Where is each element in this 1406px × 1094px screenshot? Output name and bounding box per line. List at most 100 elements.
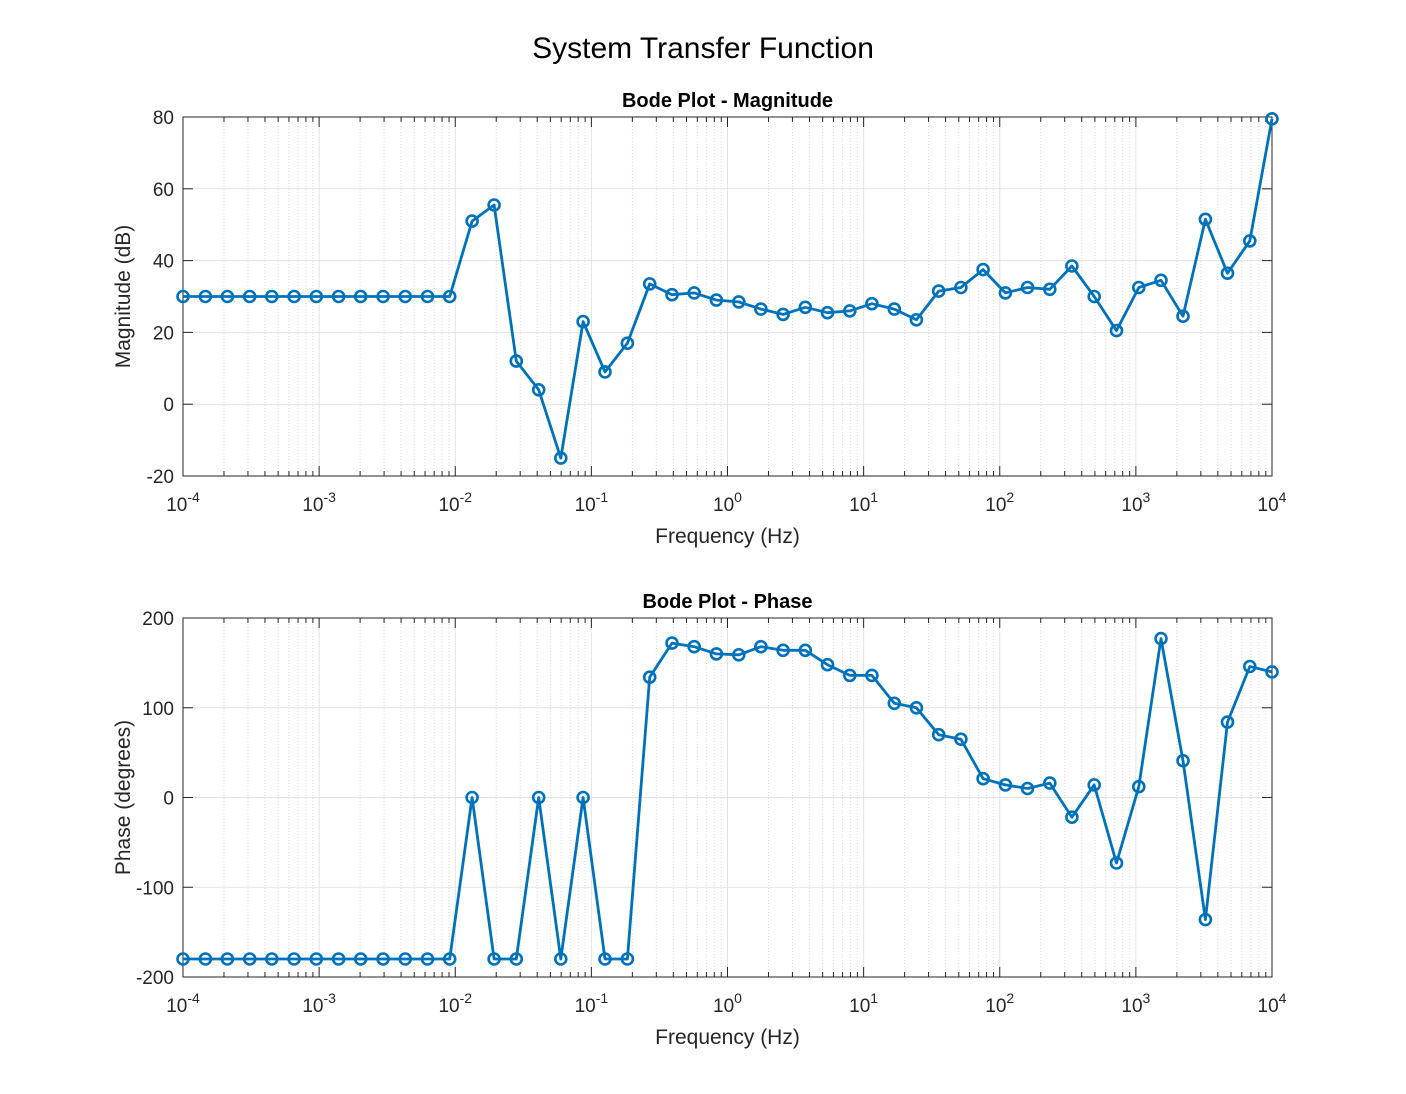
x-tick-label: 102: [985, 990, 1014, 1017]
data-point: [576, 314, 590, 329]
subplot-title: Bode Plot - Phase: [642, 591, 812, 613]
x-tick-label: 104: [1258, 489, 1287, 516]
data-point: [754, 302, 768, 316]
data-point: [1043, 776, 1057, 790]
data-point: [242, 289, 257, 304]
x-tick-label: 100: [713, 990, 742, 1017]
x-axis-label: Frequency (Hz): [655, 1026, 800, 1049]
data-point: [1176, 753, 1190, 768]
data-point: [998, 778, 1013, 792]
data-point: [376, 952, 390, 966]
data-point: [820, 305, 835, 320]
data-point: [776, 643, 790, 658]
x-tick-label: 10-4: [166, 990, 200, 1017]
y-axis-label: Magnitude (dB): [112, 225, 135, 369]
data-point: [998, 286, 1013, 300]
y-tick-label: -200: [136, 968, 174, 989]
data-point: [331, 952, 346, 966]
data-point: [931, 727, 946, 742]
data-point: [465, 790, 479, 805]
data-point: [931, 284, 946, 298]
data-point: [198, 289, 213, 304]
subplot-title: Bode Plot - Magnitude: [622, 90, 833, 112]
data-point: [731, 647, 746, 662]
data-point: [865, 668, 879, 683]
data-point: [1243, 659, 1257, 674]
data-point: [576, 790, 590, 805]
data-point: [665, 636, 679, 650]
data-point: [1243, 234, 1257, 248]
data-point: [687, 639, 702, 654]
data-point: [598, 952, 612, 966]
data-point: [353, 289, 368, 304]
data-point: [553, 952, 568, 966]
data-point: [642, 670, 657, 685]
subplot-1: 10-4 10-3 10-2 10-1 100 101 102 103 104 -20 0 20 40 6…: [112, 90, 1287, 548]
x-tick-label: 10-2: [438, 489, 472, 516]
data-point: [264, 289, 279, 304]
data-point: [465, 214, 479, 228]
y-tick-label: -100: [136, 878, 174, 899]
data-point: [1132, 779, 1146, 794]
y-axis-label: Phase (degrees): [112, 720, 135, 875]
data-point: [331, 289, 346, 304]
data-point: [909, 700, 924, 715]
data-point: [1220, 266, 1235, 281]
data-point: [1020, 280, 1035, 295]
y-tick-label: 200: [142, 609, 174, 630]
data-point: [1176, 309, 1190, 324]
data-point: [442, 952, 457, 966]
data-point: [1043, 282, 1057, 297]
data-point: [531, 382, 546, 397]
data-point: [842, 304, 857, 318]
y-tick-label: 40: [153, 252, 174, 273]
data-point: [1065, 259, 1079, 273]
data-point: [509, 354, 524, 368]
x-tick-label: 104: [1258, 990, 1287, 1017]
data-point: [353, 952, 368, 966]
x-tick-label: 10-3: [302, 489, 336, 516]
data-point: [1154, 631, 1168, 646]
data-point: [398, 952, 413, 966]
data-point: [176, 952, 190, 966]
data-point: [309, 952, 324, 966]
x-tick-label: 10-1: [575, 990, 609, 1017]
data-point: [954, 732, 968, 747]
data-point: [220, 289, 235, 304]
data-point: [1109, 856, 1124, 870]
data-point: [687, 286, 702, 300]
x-tick-label: 10-3: [302, 990, 336, 1017]
data-point: [1220, 715, 1235, 729]
data-point: [287, 289, 301, 304]
data-point: [865, 296, 879, 311]
data-point: [287, 952, 301, 966]
data-point: [420, 289, 435, 304]
x-tick-label: 101: [849, 990, 878, 1017]
data-point: [1087, 289, 1101, 304]
data-point: [264, 952, 279, 966]
y-tick-label: -20: [147, 467, 174, 488]
data-point: [642, 277, 657, 291]
data-point: [309, 289, 324, 304]
data-point: [1132, 280, 1146, 295]
data-point: [242, 952, 257, 966]
data-point: [1198, 212, 1213, 227]
y-tick-label: 0: [163, 395, 174, 416]
x-tick-label: 103: [1121, 489, 1150, 516]
data-point: [798, 300, 813, 315]
data-point: [909, 312, 924, 327]
y-tick-label: 60: [153, 180, 174, 201]
data-point: [1265, 112, 1279, 126]
data-point: [842, 668, 857, 683]
x-tick-label: 101: [849, 489, 878, 516]
data-point: [887, 302, 902, 316]
data-point: [1154, 273, 1168, 288]
data-point: [1198, 912, 1213, 927]
data-point: [553, 451, 568, 465]
x-tick-label: 10-4: [166, 489, 200, 516]
x-tick-label: 103: [1121, 990, 1150, 1017]
x-tick-label: 10-2: [438, 990, 472, 1017]
y-tick-label: 0: [163, 789, 174, 810]
